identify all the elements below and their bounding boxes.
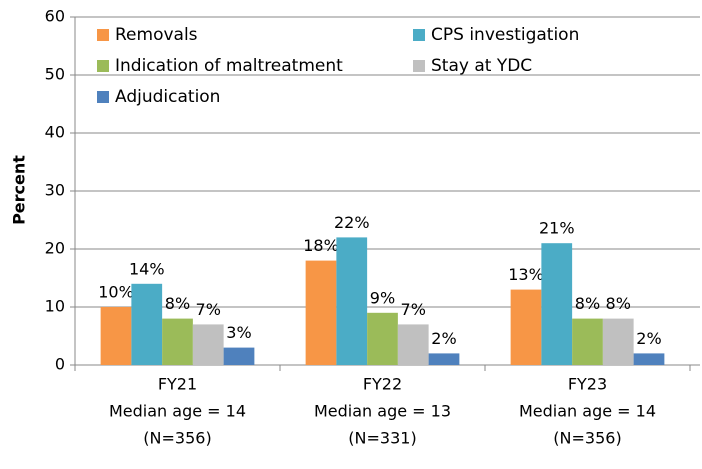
bar: [162, 318, 193, 365]
legend-swatch: [97, 91, 109, 103]
x-tick-label: FY23: [568, 375, 607, 394]
value-label: 14%: [129, 259, 165, 278]
y-tick-label: 60: [45, 7, 65, 26]
legend-swatch: [413, 60, 425, 72]
value-label: 13%: [508, 265, 544, 284]
bar: [223, 347, 255, 365]
value-label: 18%: [303, 236, 339, 255]
x-tick-label: (N=331): [348, 429, 416, 448]
y-tick-label: 20: [45, 239, 65, 258]
x-tick-label: FY22: [363, 375, 402, 394]
bar: [100, 307, 132, 365]
bar: [510, 289, 542, 365]
value-label: 9%: [370, 288, 395, 307]
x-tick-label: (N=356): [553, 429, 621, 448]
y-axis-label: Percent: [10, 155, 29, 225]
legend-swatch: [413, 29, 425, 41]
legend-label: Adjudication: [115, 87, 220, 107]
value-label: 2%: [431, 329, 456, 348]
legend-label: CPS investigation: [431, 25, 579, 45]
value-label: 2%: [636, 329, 661, 348]
value-label: 7%: [401, 300, 426, 319]
y-tick-label: 10: [45, 297, 65, 316]
x-tick-label: (N=356): [143, 429, 211, 448]
bar: [192, 324, 224, 365]
x-tick-label: FY21: [158, 375, 197, 394]
bar: [336, 237, 368, 365]
bar: [131, 283, 163, 365]
bar: [572, 318, 603, 365]
x-tick-label: Median age = 14: [519, 402, 656, 421]
y-tick-label: 0: [55, 355, 65, 374]
bar: [602, 318, 634, 365]
bar: [305, 260, 337, 365]
bar: [428, 353, 460, 365]
value-label: 7%: [196, 300, 221, 319]
value-label: 8%: [575, 294, 600, 313]
y-tick-label: 50: [45, 65, 65, 84]
value-label: 3%: [226, 323, 251, 342]
y-tick-label: 40: [45, 123, 65, 142]
value-label: 22%: [334, 213, 370, 232]
x-tick-label: Median age = 13: [314, 402, 451, 421]
legend-label: Stay at YDC: [431, 56, 532, 76]
legend-label: Removals: [115, 25, 198, 45]
bar: [397, 324, 429, 365]
legend-swatch: [97, 29, 109, 41]
value-label: 10%: [98, 283, 134, 302]
value-label: 21%: [539, 219, 575, 238]
value-label: 8%: [606, 294, 631, 313]
bar: [633, 353, 665, 365]
bar: [367, 312, 398, 365]
value-label: 8%: [165, 294, 190, 313]
y-tick-label: 30: [45, 181, 65, 200]
legend-label: Indication of maltreatment: [115, 56, 343, 76]
bar: [541, 243, 573, 365]
legend-swatch: [97, 60, 109, 72]
x-tick-label: Median age = 14: [109, 402, 246, 421]
